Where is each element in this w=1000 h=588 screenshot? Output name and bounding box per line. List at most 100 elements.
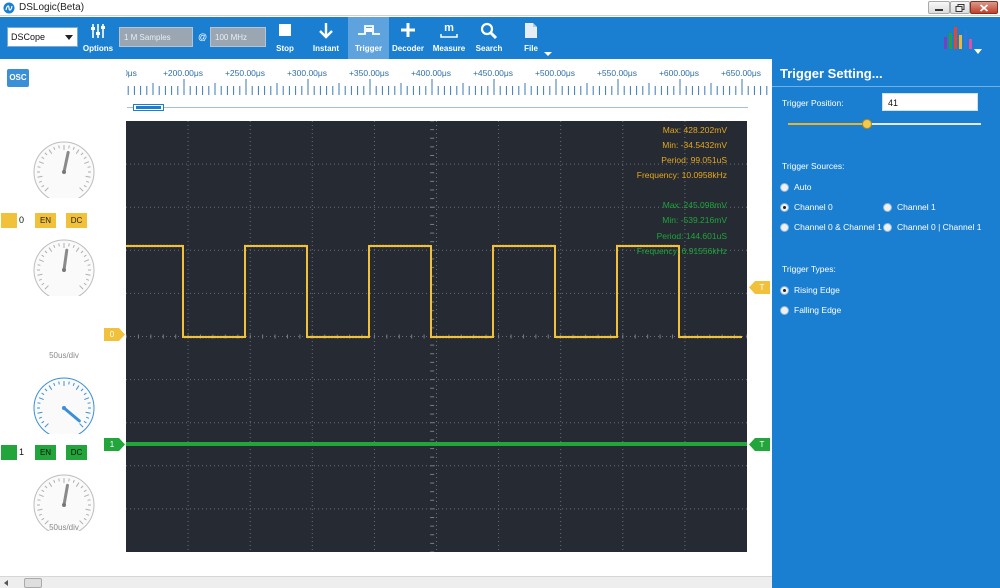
- ch1-offset-marker[interactable]: 1: [104, 438, 126, 451]
- waveform-canvas: [126, 121, 747, 552]
- ch0-number: 0: [19, 215, 25, 225]
- source-radio-and[interactable]: [780, 223, 789, 232]
- ch1-controls: 1 EN DC: [0, 445, 126, 460]
- ch1-trigger-label: T: [759, 440, 765, 449]
- ch0-trigger-label: T: [759, 283, 765, 292]
- trigger-position-label: Trigger Position:: [782, 98, 844, 108]
- dslogic-brand-icon: [944, 27, 972, 49]
- type-radio-falling[interactable]: [780, 306, 789, 315]
- title-bar: DSLogic(Beta): [0, 0, 1000, 16]
- trigger-types-label: Trigger Types:: [782, 264, 836, 274]
- trigger-button[interactable]: Trigger: [348, 17, 389, 59]
- trigger-settings-panel: Trigger Setting... Trigger Position: 41 …: [772, 59, 1000, 588]
- window-title: DSLogic(Beta): [19, 2, 85, 13]
- ch1-trigger-shape: [749, 438, 770, 451]
- ch0-timebase-knob[interactable]: [26, 234, 102, 296]
- device-select[interactable]: DSCope: [7, 27, 78, 47]
- scroll-left-icon[interactable]: [1, 578, 12, 588]
- ruler-label: +550.00μs: [596, 68, 638, 78]
- ch0-offset-marker[interactable]: 0: [104, 328, 126, 341]
- measure-button[interactable]: m Measure: [430, 17, 468, 59]
- stop-button[interactable]: Stop: [268, 17, 302, 59]
- ruler-ticks: [127, 79, 768, 95]
- maximize-button[interactable]: [950, 1, 970, 14]
- osc-button[interactable]: OSC: [7, 69, 29, 87]
- device-select-value: DSCope: [11, 32, 46, 42]
- ch0-enable-button[interactable]: EN: [35, 213, 56, 228]
- ch0-voltage-knob[interactable]: [26, 136, 102, 198]
- ch1-number: 1: [19, 447, 25, 457]
- ch0-min-readout: Min: -34.5432mV: [662, 140, 727, 150]
- ch0-waveform: [126, 245, 742, 338]
- ruler-label: 0μs: [126, 68, 137, 78]
- close-button[interactable]: [970, 1, 998, 14]
- ch1-coupling-button[interactable]: DC: [66, 445, 87, 460]
- trigger-position-input[interactable]: 41: [882, 93, 978, 111]
- ch0-trigger-shape: [749, 281, 770, 294]
- svg-text:m: m: [444, 22, 454, 34]
- app-logo-icon: [3, 2, 15, 14]
- minimize-icon: [935, 8, 943, 11]
- file-button[interactable]: File: [514, 17, 548, 59]
- trigger-position-slider[interactable]: [788, 119, 981, 129]
- main-toolbar: DSCope Options 1 M Samples @ 100 MHz Sto…: [0, 17, 1000, 59]
- source-radio-auto[interactable]: [780, 183, 789, 192]
- ch1-trigger-marker[interactable]: T: [748, 438, 770, 451]
- ruler-label: +200.00μs: [162, 68, 204, 78]
- ch1-color-swatch[interactable]: [1, 445, 17, 460]
- horizontal-scroll-thumb[interactable]: [24, 578, 42, 588]
- source-label-channel-0: Channel 0: [794, 202, 833, 212]
- ruler-label: +400.00μs: [410, 68, 452, 78]
- stop-icon: [279, 24, 291, 36]
- options-label: Options: [82, 44, 114, 53]
- ruler-label: +350.00μs: [348, 68, 390, 78]
- decoder-button[interactable]: Decoder: [390, 17, 426, 59]
- ch1-waveform: [126, 442, 747, 446]
- samples-placeholder: 1 M Samples: [124, 33, 171, 42]
- search-button[interactable]: Search: [472, 17, 506, 59]
- source-label-or: Channel 0 | Channel 1: [897, 222, 982, 232]
- channel-panel: OSC 200mv/div 0 EN DC 50us/div 5v/div 1 …: [0, 59, 126, 576]
- ch0-color-swatch[interactable]: [1, 213, 17, 228]
- source-radio-channel-0[interactable]: [780, 203, 789, 212]
- sample-rate-field[interactable]: 100 MHz: [210, 27, 266, 47]
- at-label: @: [198, 32, 208, 42]
- instant-label: Instant: [312, 44, 340, 53]
- type-label-falling: Falling Edge: [794, 305, 842, 315]
- ruler-label: +600.00μs: [658, 68, 700, 78]
- ch1-enable-button[interactable]: EN: [35, 445, 56, 460]
- ch0-marker-shape: [104, 328, 125, 341]
- type-radio-rising[interactable]: [780, 286, 789, 295]
- ch0-period-readout: Period: 99.051uS: [661, 155, 727, 165]
- ch1-voltage-knob[interactable]: [26, 372, 102, 434]
- close-icon: [979, 3, 989, 12]
- ruler-scroll-thumb[interactable]: [133, 104, 164, 111]
- ruler-label: +450.00μs: [472, 68, 514, 78]
- search-label: Search: [475, 44, 503, 53]
- horizontal-scrollbar[interactable]: [0, 576, 772, 588]
- measure-label: Measure: [432, 44, 466, 53]
- ch1-timebase-knob[interactable]: [26, 469, 102, 531]
- options-button[interactable]: Options: [80, 17, 116, 59]
- ch1-marker-shape: [104, 438, 125, 451]
- ch0-trigger-marker[interactable]: T: [748, 281, 770, 294]
- ruler-scroll-track: [127, 107, 748, 108]
- minimize-button[interactable]: [928, 1, 950, 14]
- ch0-controls: 0 EN DC: [0, 213, 126, 228]
- slider-handle[interactable]: [862, 119, 873, 129]
- scope-display[interactable]: Max: 428.202mV Min: -34.5432mV Period: 9…: [126, 121, 747, 552]
- file-dropdown-icon[interactable]: [544, 52, 552, 56]
- ch1-min-readout: Min: -539.216mV: [662, 215, 727, 225]
- ch0-coupling-button[interactable]: DC: [66, 213, 87, 228]
- source-radio-channel-1[interactable]: [883, 203, 892, 212]
- trigger-sources-label: Trigger Sources:: [782, 161, 845, 171]
- stop-label: Stop: [276, 44, 294, 53]
- trigger-label: Trigger: [354, 44, 383, 53]
- decoder-label: Decoder: [391, 44, 424, 53]
- time-ruler[interactable]: 0μs +200.00μs +250.00μs +300.00μs +350.00μs +…: [126, 59, 772, 121]
- source-radio-or[interactable]: [883, 223, 892, 232]
- menu-dropdown-icon[interactable]: [974, 49, 982, 54]
- trigger-panel-title: Trigger Setting...: [780, 66, 883, 81]
- samples-field[interactable]: 1 M Samples: [119, 27, 193, 47]
- instant-button[interactable]: Instant: [306, 17, 346, 59]
